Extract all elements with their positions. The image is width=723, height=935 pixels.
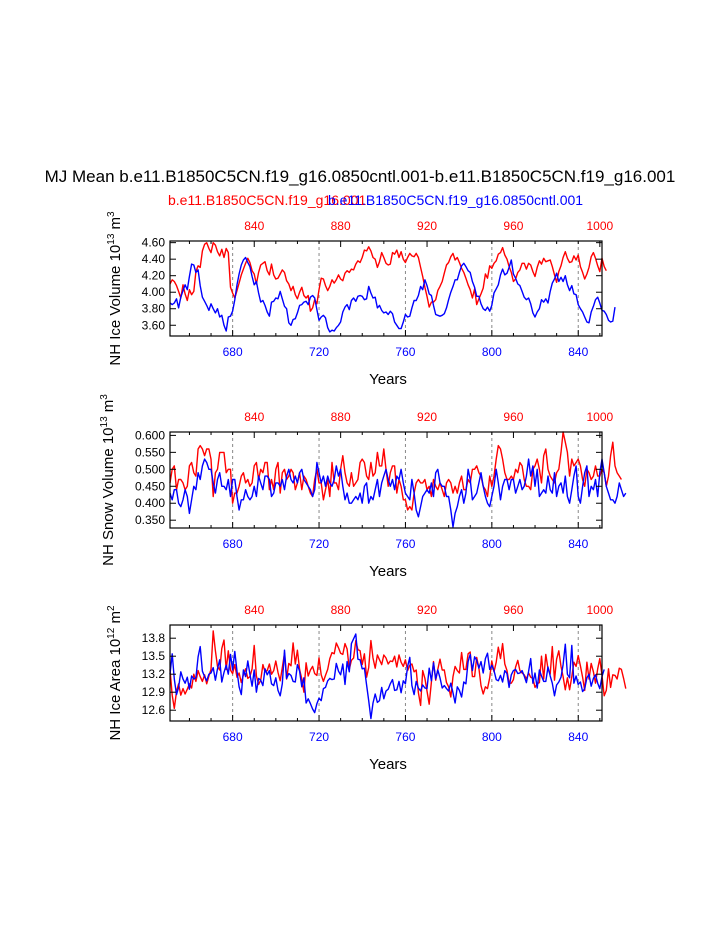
- x-tick-label-top: 880: [331, 410, 351, 424]
- plot-frame: [169, 240, 603, 337]
- x-tick-label-bottom: 800: [482, 345, 502, 359]
- x-tick-label-top: 840: [244, 410, 264, 424]
- y-tick-label: 13.2: [142, 667, 166, 681]
- y-tick-label: 3.60: [142, 318, 166, 332]
- x-tick-label-top: 1000: [586, 219, 613, 233]
- y-axis-title-part: m: [100, 400, 117, 417]
- series-line-blue: [169, 633, 605, 720]
- y-axis-title-exponent: 12: [106, 627, 117, 639]
- plot-frame: [169, 431, 603, 529]
- y-axis-title-exponent: 13: [99, 416, 110, 428]
- x-tick-label-top: 880: [331, 219, 351, 233]
- y-axis-title: NH Snow Volume 1013 m3: [99, 394, 117, 566]
- x-tick-label-bottom: 840: [568, 537, 588, 551]
- y-axis-title-exponent: 2: [106, 605, 117, 611]
- y-tick-label: 12.9: [142, 685, 166, 699]
- x-axis-title: Years: [369, 756, 407, 773]
- panel-ice-volume: 680 720 760 800 840 840 880 920 960 1000 3.60 3.80 4…: [106, 211, 616, 388]
- y-axis-title-part: m: [107, 217, 124, 234]
- x-tick-label-top: 920: [417, 410, 437, 424]
- x-tick-label-top: 960: [503, 219, 523, 233]
- panel-ice-area: 680 720 760 800 840 840 880 920 960 1000 12.6 12.9 1…: [106, 603, 627, 773]
- x-tick-label-bottom: 760: [395, 537, 415, 551]
- series-line-blue: [169, 256, 616, 333]
- y-axis-title-part: NH Snow Volume 10: [100, 427, 117, 565]
- legend-case-blue: b.e11.B1850C5CN.f19_g16.0850cntl.001: [328, 192, 583, 208]
- plot-frame: [169, 624, 603, 722]
- y-axis-title: NH Ice Area 1012 m2: [106, 605, 124, 741]
- x-tick-label-top: 840: [244, 219, 264, 233]
- x-tick-label-top: 840: [244, 603, 264, 617]
- x-tick-label-bottom: 840: [568, 730, 588, 744]
- y-axis-title-part: m: [107, 611, 124, 628]
- y-axis-title-exponent: 3: [106, 211, 117, 217]
- y-tick-label: 0.350: [135, 513, 165, 527]
- y-tick-label: 0.450: [135, 479, 165, 493]
- y-axis-title-part: NH Ice Area 10: [107, 639, 124, 741]
- legend-case-red: b.e11.B1850C5CN.f19_g16.001: [168, 192, 366, 208]
- x-tick-label-bottom: 840: [568, 345, 588, 359]
- x-tick-label-bottom: 760: [395, 345, 415, 359]
- y-tick-label: 13.8: [142, 631, 166, 645]
- x-tick-label-bottom: 800: [482, 730, 502, 744]
- y-axis-title: NH Ice Volume 1013 m3: [106, 211, 124, 366]
- y-tick-label: 4.60: [142, 236, 166, 250]
- y-axis-title-part: NH Ice Volume 10: [107, 245, 124, 366]
- x-tick-label-top: 880: [331, 603, 351, 617]
- x-tick-label-top: 1000: [586, 603, 613, 617]
- figure-title: MJ Mean b.e11.B1850C5CN.f19_g16.0850cntl…: [45, 167, 676, 186]
- y-tick-label: 12.6: [142, 703, 166, 717]
- x-tick-label-bottom: 720: [309, 730, 329, 744]
- y-axis-title-exponent: 3: [99, 394, 110, 400]
- y-axis-title-exponent: 13: [106, 233, 117, 245]
- y-tick-label: 0.550: [135, 445, 165, 459]
- y-tick-label: 3.80: [142, 302, 166, 316]
- series-line-blue: [169, 458, 627, 528]
- x-tick-label-bottom: 720: [309, 345, 329, 359]
- y-tick-label: 0.400: [135, 496, 165, 510]
- x-tick-label-bottom: 680: [223, 537, 243, 551]
- x-tick-label-bottom: 680: [223, 730, 243, 744]
- x-tick-label-bottom: 760: [395, 730, 415, 744]
- x-tick-label-top: 1000: [586, 410, 613, 424]
- series-line-red: [169, 241, 607, 312]
- x-tick-label-top: 960: [503, 410, 523, 424]
- x-tick-label-top: 920: [417, 603, 437, 617]
- y-tick-label: 4.00: [142, 285, 166, 299]
- y-tick-label: 0.600: [135, 428, 165, 442]
- x-tick-label-top: 960: [503, 603, 523, 617]
- y-tick-label: 4.20: [142, 269, 166, 283]
- x-axis-title: Years: [369, 371, 407, 388]
- y-tick-label: 13.5: [142, 649, 166, 663]
- panel-snow-volume: 680 720 760 800 840 840 880 920 960 1000 0.350 0.40…: [99, 394, 627, 580]
- x-tick-label-bottom: 680: [223, 345, 243, 359]
- y-tick-label: 4.40: [142, 252, 166, 266]
- y-tick-label: 0.500: [135, 462, 165, 476]
- x-tick-label-bottom: 800: [482, 537, 502, 551]
- series-line-red: [169, 630, 627, 710]
- x-axis-title: Years: [369, 563, 407, 580]
- x-tick-label-top: 920: [417, 219, 437, 233]
- x-tick-label-bottom: 720: [309, 537, 329, 551]
